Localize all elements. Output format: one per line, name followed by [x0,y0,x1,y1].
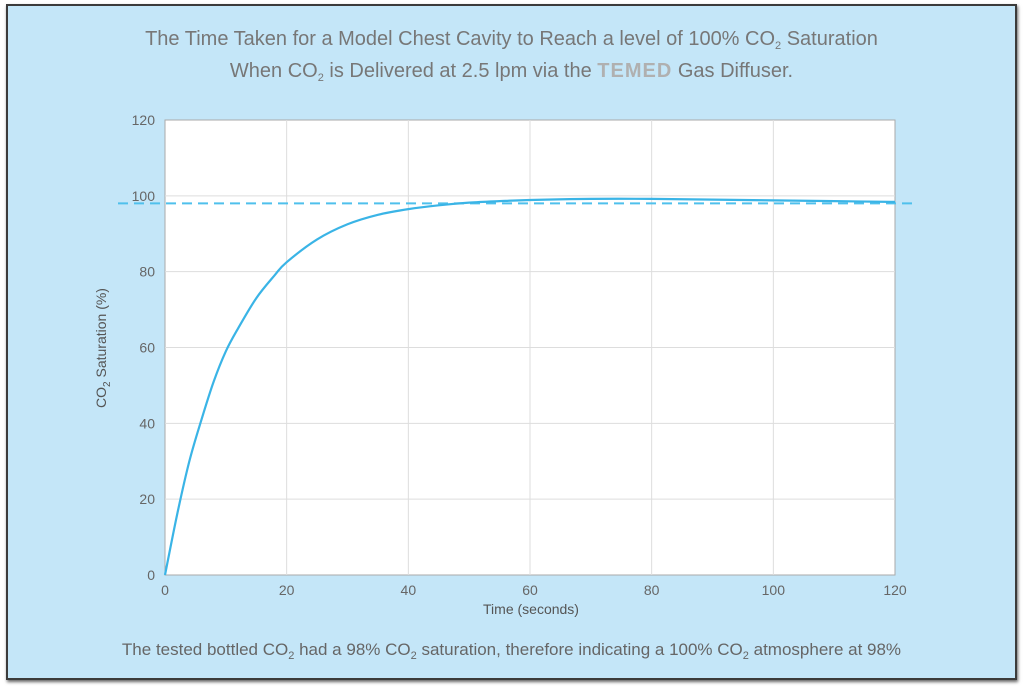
y-tick-label: 80 [139,264,155,280]
series-layer [118,197,912,576]
x-tick-label: 60 [522,582,538,598]
y-axis-label: CO2 Saturation (%) [93,288,113,408]
x-tick-label: 20 [279,582,295,598]
y-tick-label: 60 [139,340,155,356]
x-tick-label: 80 [644,582,660,598]
x-tick-label: 120 [883,582,907,598]
y-tick-label: 0 [147,567,155,583]
grid [165,120,895,575]
footnote: The tested bottled CO2 had a 98% CO2 sat… [121,640,902,662]
y-tick-label: 100 [132,188,156,204]
chart-title-line2: When CO2 is Delivered at 2.5 lpm via the… [229,60,794,84]
x-tick-label: 0 [161,582,169,598]
x-tick-label: 100 [762,582,786,598]
x-axis-label: Time (seconds) [483,601,579,617]
y-tick-label: 40 [139,415,155,431]
brand-logo: TEMED [597,60,673,82]
chart-title-line1: The Time Taken for a Model Chest Cavity … [145,28,878,52]
y-tick-label: 120 [132,112,156,128]
y-tick-label: 20 [139,491,155,507]
tick-labels: 0 20 40 60 80 100 120 0 20 40 60 80 100 120 [132,112,907,598]
saturation-curve [163,197,896,576]
x-tick-label: 40 [401,582,417,598]
